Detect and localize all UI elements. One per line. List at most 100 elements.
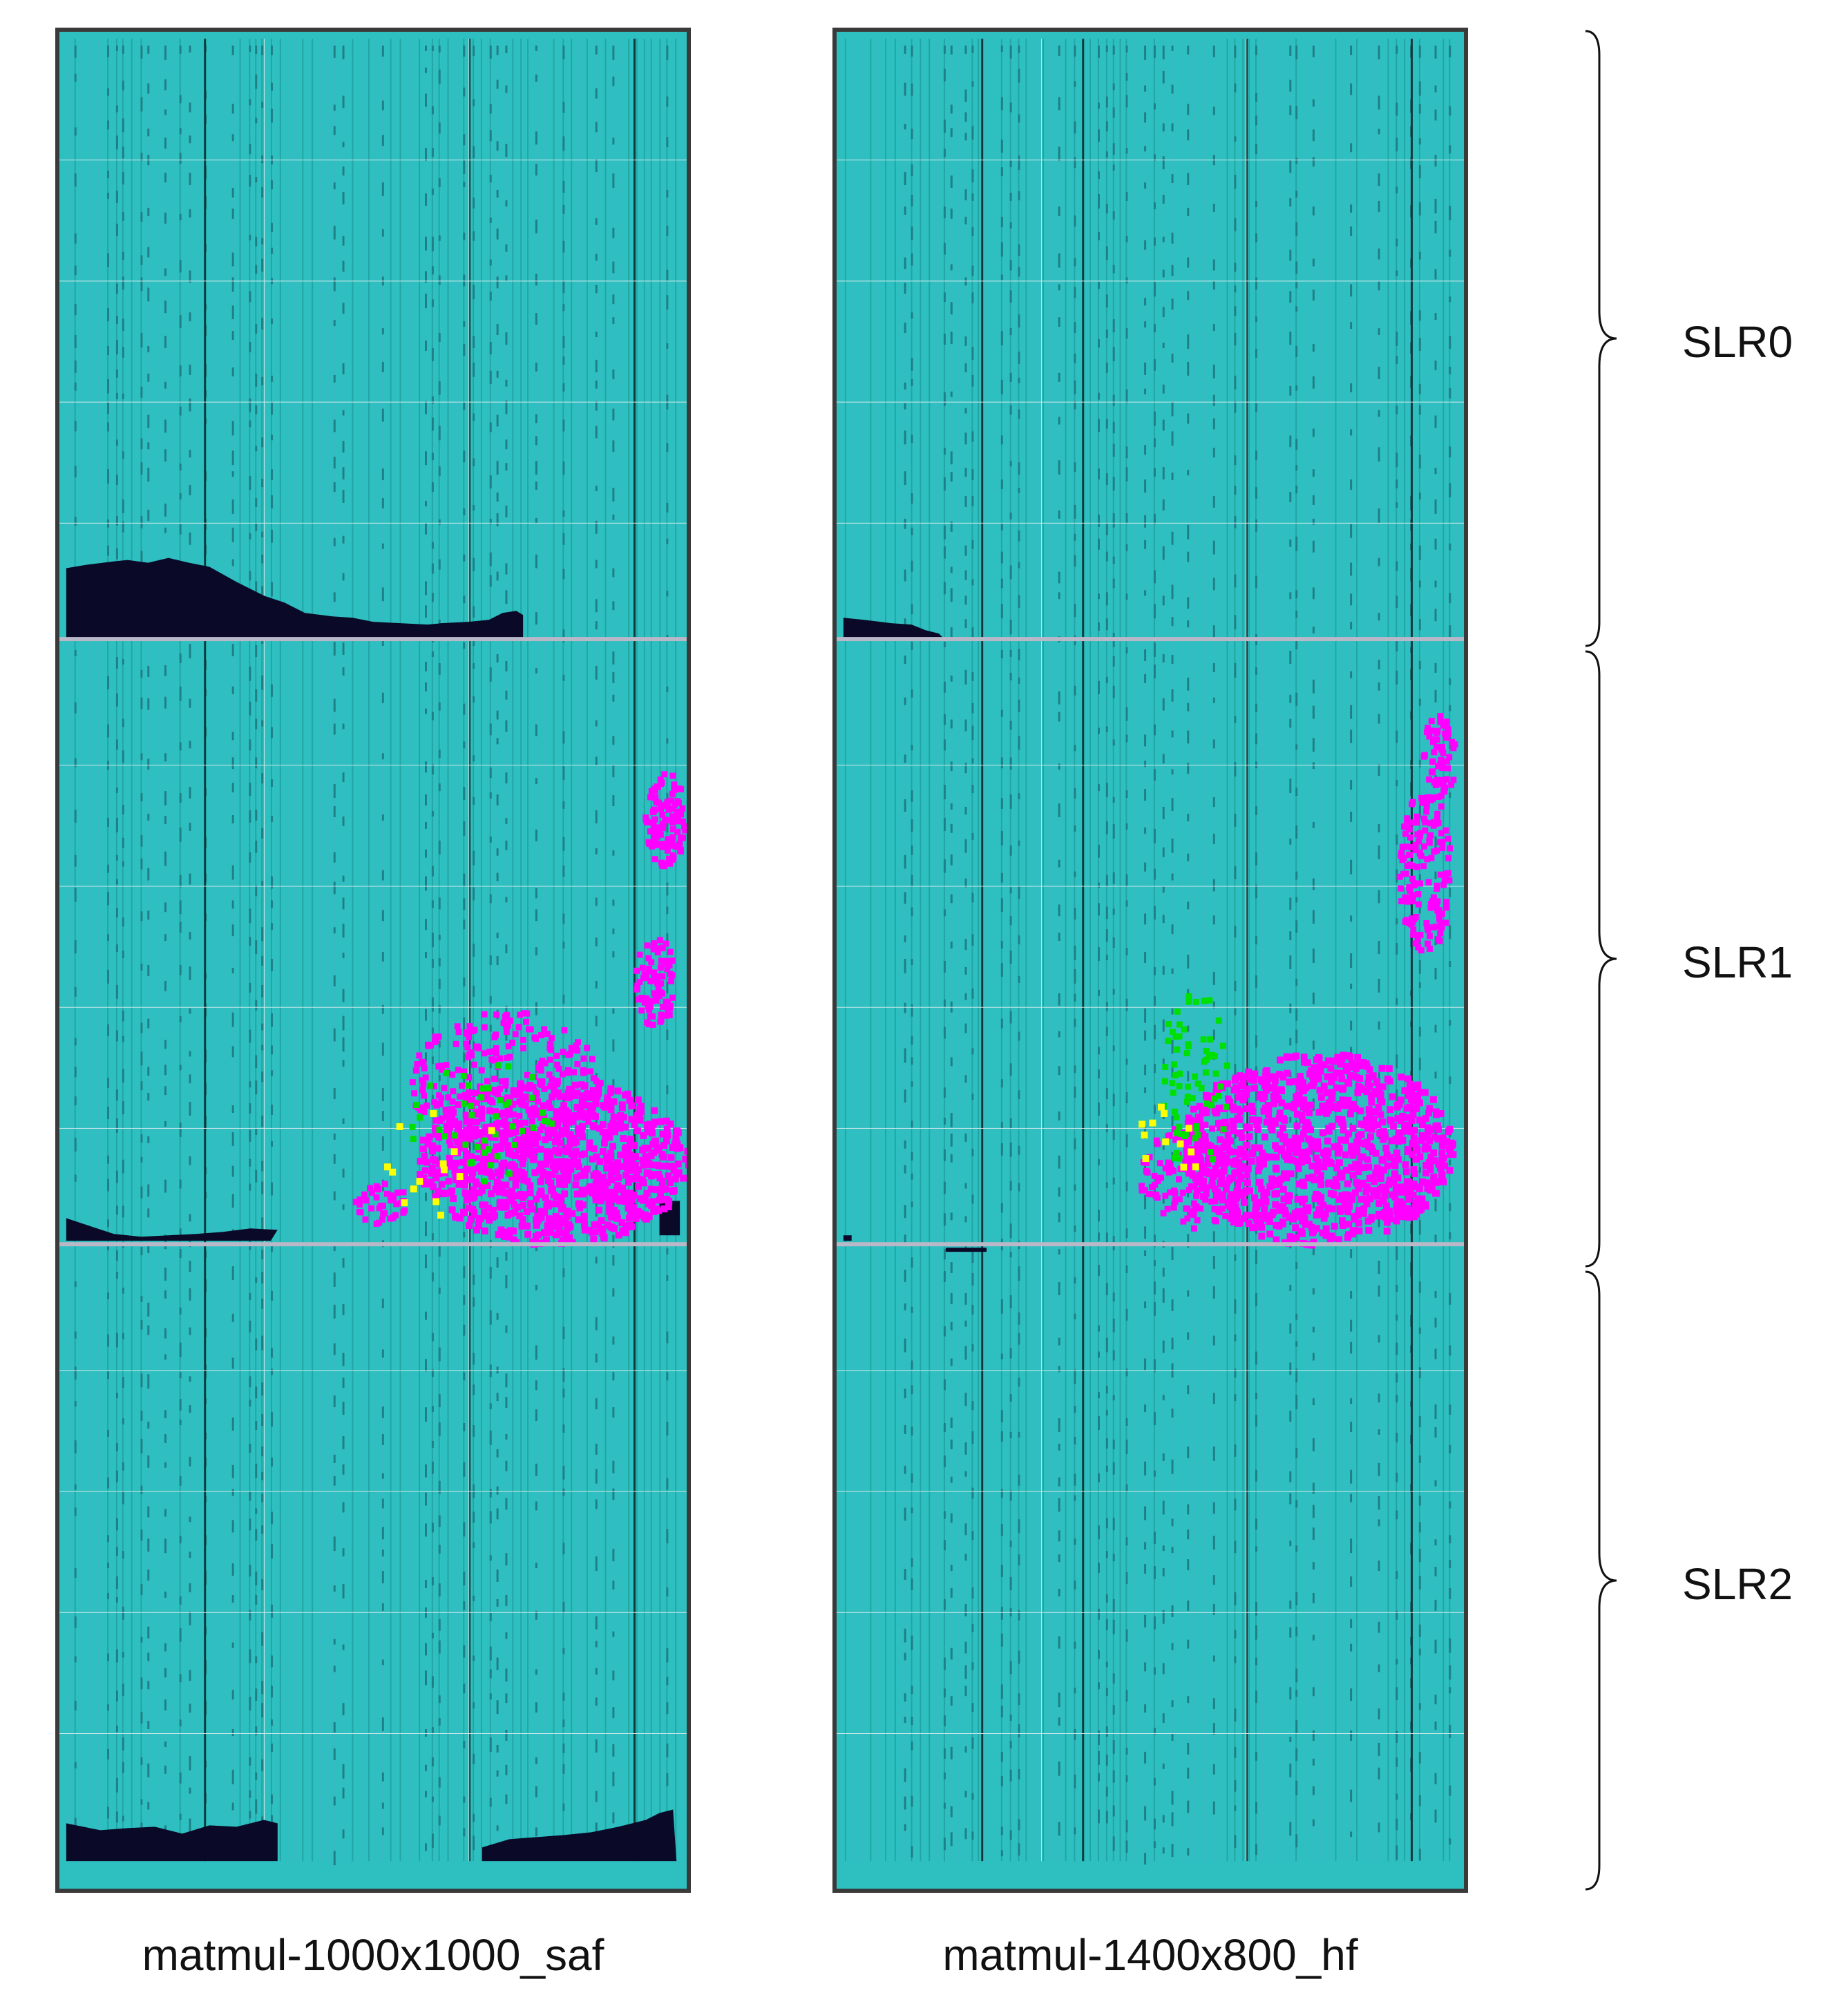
fabric-cell <box>1009 565 1012 580</box>
fabric-cell <box>1295 1690 1298 1697</box>
fabric-cell <box>107 1806 110 1819</box>
fabric-cell <box>535 1669 537 1675</box>
fabric-cell <box>904 892 906 904</box>
fabric-cell <box>1162 467 1165 480</box>
fabric-cell <box>231 732 234 741</box>
highlight-cell <box>520 1143 527 1150</box>
fabric-cell <box>1255 450 1257 461</box>
fabric-cell <box>1378 978 1380 993</box>
highlight-cell <box>654 945 661 952</box>
highlight-cell <box>451 1167 459 1174</box>
fabric-cell <box>1187 1385 1190 1395</box>
highlight-cell <box>608 1168 616 1176</box>
highlight-cell <box>481 1227 488 1234</box>
highlight-cell <box>481 1011 488 1018</box>
fabric-cell <box>333 1243 336 1252</box>
fabric-cell <box>1009 1252 1012 1258</box>
fabric-cell <box>1378 1708 1380 1720</box>
fabric-cell <box>231 305 234 320</box>
fabric-cell <box>1312 343 1315 352</box>
highlight-cell <box>1306 1109 1313 1116</box>
fabric-cell <box>1434 45 1437 59</box>
fabric-cell <box>904 1205 906 1219</box>
fabric-cell <box>971 81 974 87</box>
highlight-cell <box>432 1033 439 1040</box>
fabric-cell <box>1171 584 1174 600</box>
fabric-cell <box>425 522 427 535</box>
highlight-cell <box>1335 1236 1342 1243</box>
fabric-cell <box>1009 887 1012 894</box>
fabric-cell <box>904 1048 906 1063</box>
fabric-column <box>604 38 607 1862</box>
fabric-cell <box>666 933 669 943</box>
fabric-cell <box>1295 158 1298 164</box>
fabric-cell <box>1449 1292 1451 1305</box>
fabric-cell <box>1098 102 1100 109</box>
fabric-cell <box>964 545 967 556</box>
fabric-cell <box>489 836 492 843</box>
fabric-cell <box>595 1353 598 1363</box>
fabric-cell <box>535 1610 537 1620</box>
fabric-cell <box>1000 1826 1003 1835</box>
fabric-cell <box>122 917 124 927</box>
fabric-cell <box>1125 1747 1128 1755</box>
fabric-cell <box>122 211 124 221</box>
highlight-cell <box>1279 1203 1287 1210</box>
highlight-cell <box>479 1115 486 1122</box>
highlight-cell <box>1409 1191 1417 1199</box>
fabric-cell <box>333 1088 336 1100</box>
highlight-cell <box>1291 1134 1299 1142</box>
fabric-column <box>164 38 166 1862</box>
fabric-cell <box>381 952 384 962</box>
fabric-cell <box>1187 1332 1190 1340</box>
highlight-cell <box>463 1190 470 1197</box>
highlight-cell <box>414 1060 421 1067</box>
fabric-cell <box>270 401 273 415</box>
fabric-cell <box>140 1081 143 1091</box>
fabric-cell <box>1009 372 1012 382</box>
fabric-cell <box>1350 1290 1353 1299</box>
fabric-cell <box>1144 827 1147 834</box>
fabric-cell <box>971 934 974 946</box>
fabric-cell <box>425 271 427 283</box>
fabric-cell <box>255 405 258 414</box>
highlight-cell <box>457 1093 463 1100</box>
highlight-cell <box>590 1075 597 1082</box>
fabric-cell <box>473 1813 475 1822</box>
fabric-cell <box>1018 1650 1020 1664</box>
highlight-cell <box>592 1180 600 1187</box>
fabric-cell <box>261 1759 264 1771</box>
fabric-cell <box>381 328 384 335</box>
fabric-cell <box>381 1136 384 1151</box>
fabric-cell <box>164 1086 166 1096</box>
highlight-cell <box>634 1096 642 1104</box>
highlight-cell <box>622 1222 630 1230</box>
fabric-cell <box>1187 129 1190 141</box>
fabric-cell <box>666 1085 669 1095</box>
highlight-cell <box>611 1122 619 1129</box>
fabric-cell <box>1144 1358 1147 1371</box>
fabric-cell <box>249 982 251 993</box>
fabric-cell <box>1112 1705 1115 1715</box>
highlight-cell <box>493 1011 500 1018</box>
fabric-cell <box>1395 943 1398 955</box>
fabric-cell <box>496 956 499 965</box>
highlight-cell <box>504 1131 511 1138</box>
highlight-cell <box>1284 1069 1291 1077</box>
fabric-cell <box>1350 83 1353 95</box>
fabric-cell <box>1144 540 1147 549</box>
fabric-cell <box>1449 888 1451 897</box>
highlight-cell <box>469 1194 476 1202</box>
fabric-cell <box>425 148 427 162</box>
fabric-cell <box>1000 1606 1003 1620</box>
fabric-cell <box>473 606 475 618</box>
fabric-cell <box>489 518 492 524</box>
fabric-cell <box>1105 45 1108 52</box>
fabric-cell <box>255 117 258 124</box>
fabric-cell <box>115 944 118 953</box>
highlight-cell <box>522 1138 529 1146</box>
highlight-cell <box>603 1098 611 1106</box>
highlight-cell <box>466 1222 473 1230</box>
highlight-cell <box>598 1185 605 1192</box>
fabric-cell <box>1350 226 1353 236</box>
